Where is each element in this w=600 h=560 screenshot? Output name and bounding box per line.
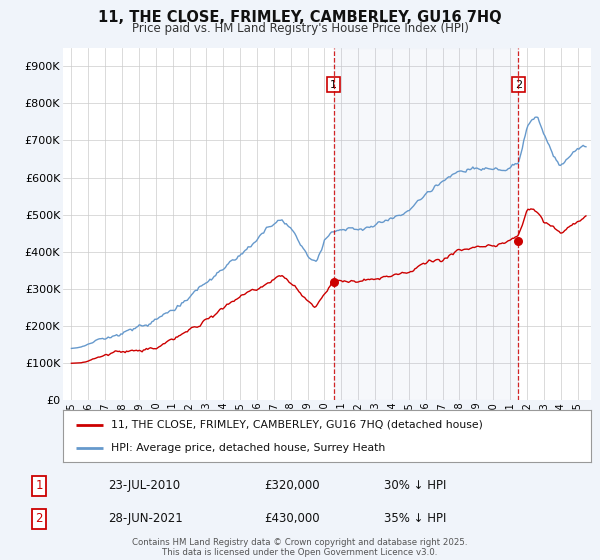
Text: 2: 2 xyxy=(515,80,522,90)
Text: HPI: Average price, detached house, Surrey Heath: HPI: Average price, detached house, Surr… xyxy=(110,444,385,454)
Text: 28-JUN-2021: 28-JUN-2021 xyxy=(108,512,183,525)
Text: £320,000: £320,000 xyxy=(264,479,320,492)
Point xyxy=(514,236,523,245)
Text: 2: 2 xyxy=(35,512,43,525)
Text: 35% ↓ HPI: 35% ↓ HPI xyxy=(384,512,446,525)
Bar xyxy=(334,48,518,400)
Text: Contains HM Land Registry data © Crown copyright and database right 2025.
This d: Contains HM Land Registry data © Crown c… xyxy=(132,538,468,557)
Text: 11, THE CLOSE, FRIMLEY, CAMBERLEY, GU16 7HQ: 11, THE CLOSE, FRIMLEY, CAMBERLEY, GU16 … xyxy=(98,10,502,25)
Text: £430,000: £430,000 xyxy=(264,512,320,525)
Text: 1: 1 xyxy=(35,479,43,492)
Point xyxy=(329,277,338,286)
Text: 23-JUL-2010: 23-JUL-2010 xyxy=(108,479,180,492)
Text: Price paid vs. HM Land Registry's House Price Index (HPI): Price paid vs. HM Land Registry's House … xyxy=(131,22,469,35)
Text: 11, THE CLOSE, FRIMLEY, CAMBERLEY, GU16 7HQ (detached house): 11, THE CLOSE, FRIMLEY, CAMBERLEY, GU16 … xyxy=(110,419,482,430)
Text: 1: 1 xyxy=(330,80,337,90)
Text: 30% ↓ HPI: 30% ↓ HPI xyxy=(384,479,446,492)
